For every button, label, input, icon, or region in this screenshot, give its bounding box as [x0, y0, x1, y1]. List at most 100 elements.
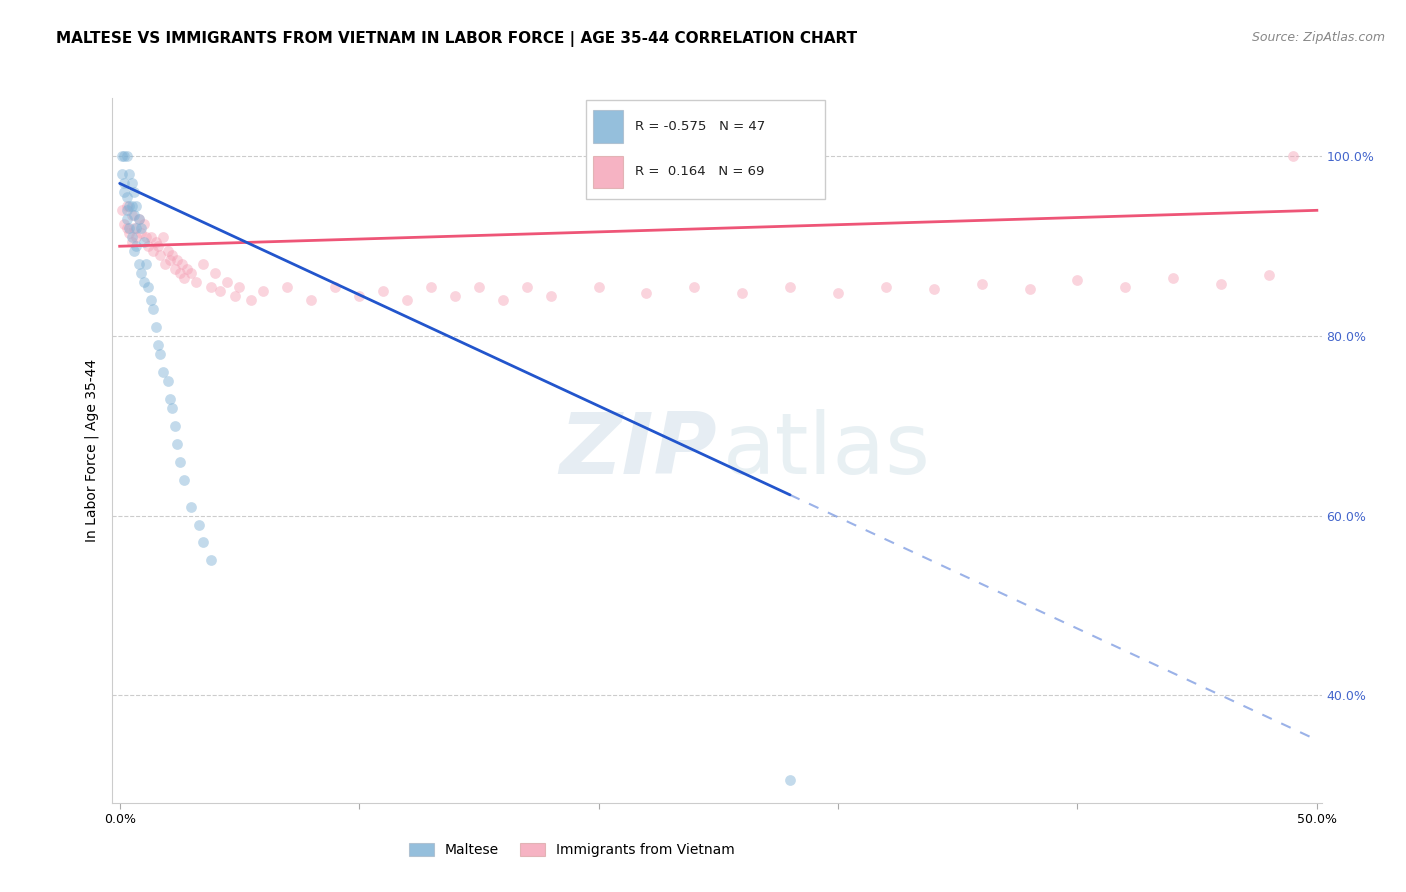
Point [128, 212, 150, 227]
Point [173, 473, 195, 487]
Point [115, 221, 138, 235]
Point [200, 279, 222, 293]
Point [145, 235, 167, 249]
Point [149, 248, 172, 262]
Point [114, 186, 136, 200]
Point [129, 221, 152, 235]
Point [118, 168, 141, 182]
Point [176, 261, 198, 276]
Y-axis label: In Labor Force | Age 35-44: In Labor Force | Age 35-44 [84, 359, 98, 542]
Point [200, 553, 222, 567]
Point [323, 279, 346, 293]
Point [111, 168, 134, 182]
Point [444, 288, 467, 302]
Point [173, 270, 195, 285]
Point [163, 261, 186, 276]
Point [122, 221, 145, 235]
Point [139, 230, 162, 244]
Point [1209, 277, 1232, 291]
Point [122, 244, 145, 258]
Point [827, 285, 849, 300]
Point [156, 374, 179, 388]
Point [122, 186, 145, 200]
Point [1161, 270, 1184, 285]
Point [193, 535, 215, 549]
Point [125, 230, 148, 244]
Point [371, 284, 394, 298]
Point [1282, 149, 1305, 163]
Point [540, 288, 562, 302]
Point [224, 288, 246, 302]
Point [132, 217, 155, 231]
Point [492, 293, 515, 307]
Point [240, 293, 263, 307]
Text: R = -0.575   N = 47: R = -0.575 N = 47 [636, 120, 765, 133]
Text: R =  0.164   N = 69: R = 0.164 N = 69 [636, 166, 765, 178]
Point [166, 436, 188, 450]
Point [129, 226, 152, 240]
Point [162, 248, 184, 262]
Point [162, 401, 184, 415]
Point [419, 279, 441, 293]
Point [115, 203, 138, 218]
Text: atlas: atlas [723, 409, 931, 492]
Point [187, 517, 209, 532]
Point [875, 279, 897, 293]
Point [636, 285, 658, 300]
Point [970, 277, 993, 291]
Point [121, 230, 143, 244]
Point [118, 226, 141, 240]
Point [125, 199, 148, 213]
Point [588, 279, 610, 293]
Point [516, 279, 538, 293]
Point [153, 257, 176, 271]
Point [156, 244, 179, 258]
Point [142, 301, 165, 316]
Point [1066, 273, 1088, 287]
Point [922, 282, 945, 296]
Point [1018, 282, 1040, 296]
Point [683, 279, 706, 293]
Point [115, 199, 138, 213]
Point [125, 221, 148, 235]
Point [152, 230, 174, 244]
Point [779, 773, 801, 788]
Point [121, 208, 143, 222]
Point [276, 279, 298, 293]
Point [217, 275, 239, 289]
FancyBboxPatch shape [586, 100, 824, 199]
Point [169, 455, 191, 469]
Point [111, 149, 134, 163]
Point [149, 347, 172, 361]
Point [115, 190, 138, 204]
Bar [593, 155, 623, 188]
Point [129, 266, 152, 280]
Bar [593, 111, 623, 144]
Point [468, 279, 491, 293]
Point [121, 199, 143, 213]
Point [152, 365, 174, 379]
Point [114, 149, 136, 163]
Point [132, 275, 155, 289]
Point [128, 257, 150, 271]
Point [125, 239, 148, 253]
Point [146, 338, 169, 352]
Point [163, 418, 186, 433]
Point [166, 252, 188, 267]
Text: MALTESE VS IMMIGRANTS FROM VIETNAM IN LABOR FORCE | AGE 35-44 CORRELATION CHART: MALTESE VS IMMIGRANTS FROM VIETNAM IN LA… [56, 31, 858, 47]
Point [169, 266, 191, 280]
Point [118, 199, 141, 213]
Point [186, 275, 208, 289]
Point [115, 212, 138, 227]
Point [121, 177, 143, 191]
Text: ZIP: ZIP [560, 409, 717, 492]
Point [115, 149, 138, 163]
Point [180, 266, 202, 280]
Point [299, 293, 322, 307]
Point [146, 239, 169, 253]
Point [1114, 279, 1136, 293]
Point [347, 288, 370, 302]
Point [138, 239, 160, 253]
Point [138, 279, 160, 293]
Point [204, 266, 226, 280]
